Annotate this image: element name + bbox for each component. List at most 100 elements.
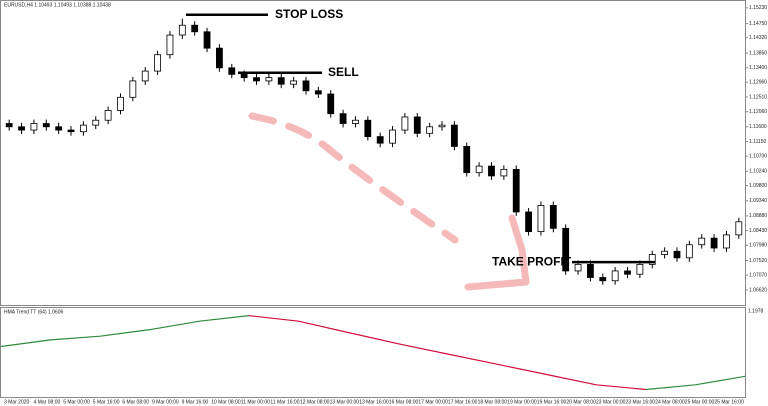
- candle-body: [549, 205, 557, 229]
- indicator-panel: [0, 307, 746, 398]
- candle-body: [314, 90, 322, 95]
- candle-body: [401, 116, 409, 131]
- candle-body: [389, 129, 396, 144]
- level-label: TAKE PROFIT: [492, 254, 572, 268]
- candle-body: [290, 80, 298, 85]
- x-tick-label: 23 Mar 16:00: [626, 399, 656, 405]
- candle-body: [92, 119, 100, 126]
- candle-body: [67, 129, 75, 133]
- main-panel: [0, 0, 746, 306]
- candle-body: [154, 54, 161, 72]
- y-tick-label: 1.13400: [749, 65, 767, 71]
- level-label: STOP LOSS: [275, 7, 343, 21]
- y-tick-label: 1.12960: [749, 80, 767, 86]
- candle-body: [500, 168, 508, 177]
- x-tick-label: 24 Mar 08:00: [655, 399, 685, 405]
- candle-body: [327, 93, 335, 115]
- candle-body: [525, 211, 532, 233]
- candle-body: [55, 126, 63, 131]
- candle-body: [216, 47, 223, 69]
- y-tick-label: 1.12060: [749, 109, 767, 115]
- candle-body: [191, 24, 199, 33]
- candle-body: [735, 221, 743, 236]
- y-tick-label: 1.08430: [749, 228, 767, 234]
- y-tick-label: 1.11600: [749, 124, 767, 130]
- indicator-line: [248, 315, 646, 391]
- arrow-trail: [248, 112, 459, 244]
- x-tick-label: 9 Mar 00:00: [152, 399, 179, 405]
- candle-body: [376, 136, 384, 144]
- candle-body: [723, 234, 730, 249]
- x-tick-label: 17 Mar 00:00: [418, 399, 448, 405]
- candle-body: [599, 277, 607, 282]
- indicator-line: [0, 315, 746, 391]
- y-tick-label: 1.07070: [749, 273, 767, 279]
- candle-body: [636, 263, 644, 275]
- candle-body: [277, 77, 285, 85]
- candle-body: [537, 205, 545, 233]
- x-tick-label: 12 Mar 08:00: [300, 399, 330, 405]
- candle-body: [488, 165, 495, 177]
- x-tick-label: 23 Mar 00:00: [596, 399, 626, 405]
- x-tick-label: 5 Mar 16:00: [93, 399, 120, 405]
- candle-body: [710, 237, 718, 249]
- candle-body: [413, 116, 421, 134]
- candle-body: [475, 165, 483, 174]
- candle-body: [685, 244, 693, 259]
- candle-body: [352, 119, 359, 124]
- candle-body: [302, 80, 310, 92]
- candle-body: [438, 124, 446, 128]
- candle-body: [253, 77, 260, 82]
- candle-body: [228, 67, 236, 75]
- y-tick-label: 1.10240: [749, 169, 767, 175]
- symbol-header: EURUSD,H4 1.10493 1.10493 1.10388 1.1043…: [4, 2, 111, 8]
- candle-body: [339, 113, 347, 124]
- candle-body: [661, 250, 669, 255]
- candle-body: [166, 34, 174, 56]
- x-tick-label: 19 Mar 16:00: [537, 399, 567, 405]
- x-tick-label: 13 Mar 16:00: [359, 399, 389, 405]
- candle-body: [5, 123, 13, 128]
- candle-body: [450, 124, 458, 147]
- x-tick-label: 25 Mar 16:00: [714, 399, 744, 405]
- candle-body: [240, 73, 248, 79]
- candle-body: [42, 123, 50, 128]
- candle-body: [512, 168, 520, 213]
- x-tick-label: 11 Mar 00:00: [241, 399, 270, 405]
- y-tick-label: 1.12510: [749, 94, 767, 100]
- candle-body: [141, 70, 149, 82]
- x-tick-label: 3 Mar 2020: [4, 399, 30, 405]
- x-tick-label: 17 Mar 16:00: [448, 399, 478, 405]
- indicator-scale: 1.1978: [748, 308, 764, 314]
- x-tick-label: 13 Mar 00:00: [330, 399, 360, 405]
- x-tick-label: 19 Mar 00:00: [507, 399, 537, 405]
- x-tick-label: 10 Mar 08:00: [211, 399, 241, 405]
- indicator-title: HMA Trend TT (64) 1.0606: [4, 309, 64, 315]
- candle-body: [203, 31, 211, 49]
- x-tick-label: 9 Mar 16:00: [182, 399, 209, 405]
- candle-body: [364, 119, 372, 138]
- y-tick-label: 1.10700: [749, 154, 767, 160]
- candle-body: [574, 263, 582, 272]
- candle-body: [426, 126, 434, 134]
- candle-body: [129, 80, 137, 98]
- x-tick-label: 6 Mar 08:00: [122, 399, 149, 405]
- x-tick-label: 18 Mar 08:00: [478, 399, 508, 405]
- y-tick-label: 1.11150: [749, 139, 767, 145]
- candle-body: [673, 250, 681, 259]
- candle-body: [117, 96, 124, 111]
- y-tick-label: 1.09340: [749, 198, 767, 204]
- x-tick-label: 25 Mar 00:00: [685, 399, 715, 405]
- arrow-head: [464, 214, 530, 291]
- y-tick-label: 1.13850: [749, 50, 767, 56]
- x-tick-label: 16 Mar 08:00: [389, 399, 419, 405]
- y-tick-label: 1.14750: [749, 21, 767, 27]
- candle-body: [79, 124, 87, 133]
- x-tick-label: 20 Mar 08:00: [566, 399, 596, 405]
- candle-body: [104, 110, 112, 121]
- y-tick-label: 1.07520: [749, 258, 767, 264]
- level-label: SELL: [328, 65, 359, 79]
- candle-body: [463, 146, 471, 174]
- candle-body: [624, 270, 631, 275]
